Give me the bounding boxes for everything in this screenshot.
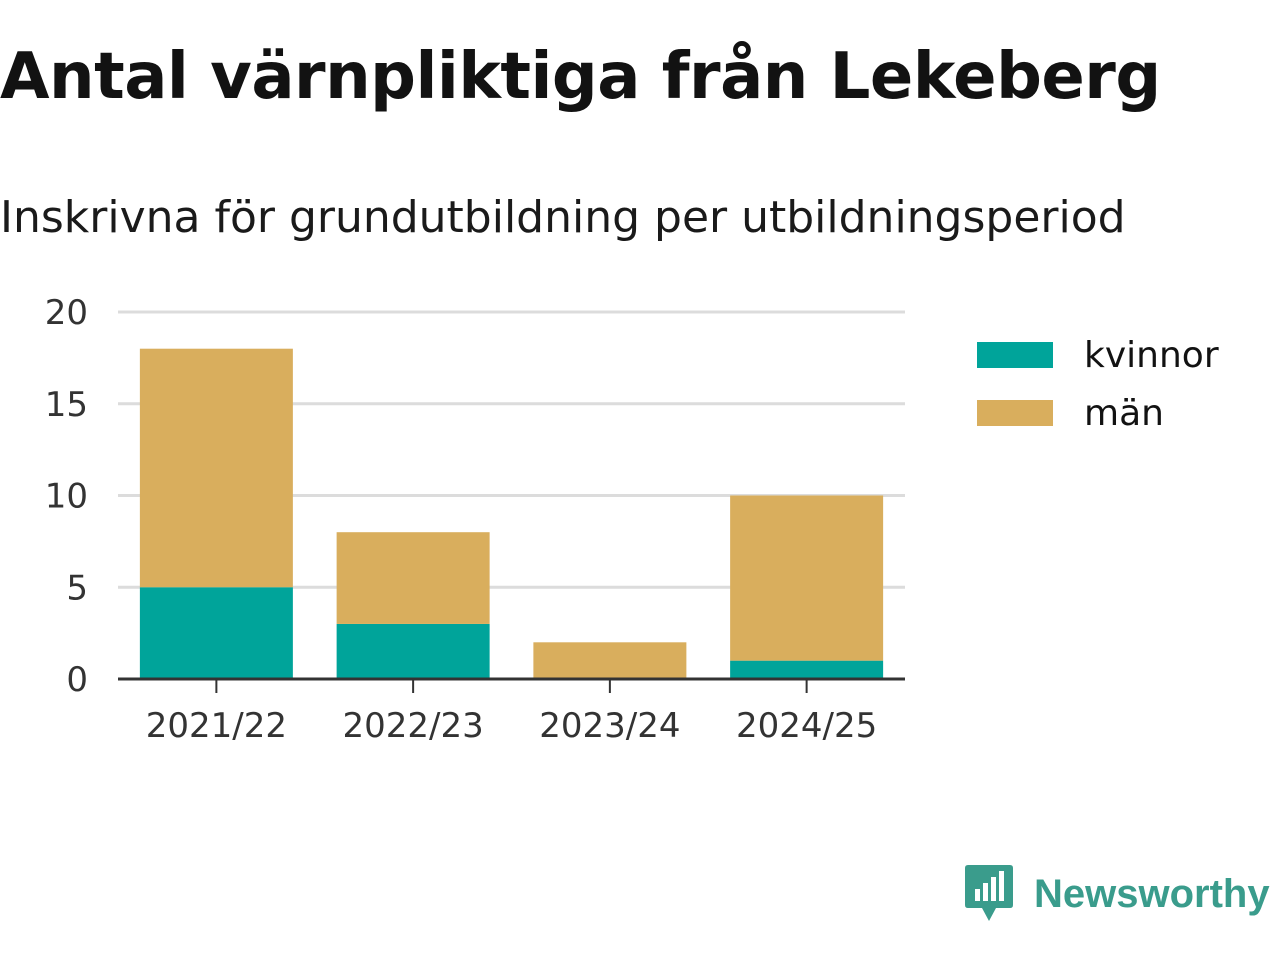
bar-män-2024-25 [730, 495, 884, 661]
x-tick-label: 2022/23 [343, 706, 484, 746]
x-tick-label: 2024/25 [736, 706, 877, 746]
y-axis-ticks: 0 5 10 15 20 [45, 293, 88, 700]
newsworthy-logo-icon [965, 865, 1013, 921]
y-tick-label: 0 [66, 660, 88, 700]
x-tick-label: 2023/24 [539, 706, 680, 746]
legend-label-män: män [1084, 393, 1164, 434]
bars [139, 348, 884, 679]
legend: kvinnor män [977, 335, 1219, 434]
newsworthy-brand: Newsworthy [964, 862, 1270, 926]
y-tick-label: 10 [45, 477, 88, 517]
bar-kvinnor-2024-25 [730, 660, 884, 679]
brand-name: Newsworthy [1034, 871, 1270, 916]
bar-män-2021-22 [139, 348, 293, 588]
y-tick-label: 20 [45, 293, 88, 333]
chart-title: Antal värnpliktiga från Lekeberg [0, 40, 1161, 114]
bar-män-2023-24 [533, 642, 687, 679]
x-tick-label: 2021/22 [146, 706, 287, 746]
legend-swatch-kvinnor [977, 342, 1053, 368]
legend-label-kvinnor: kvinnor [1084, 335, 1219, 376]
bar-män-2022-23 [336, 532, 490, 624]
stacked-bar-chart: 0 5 10 15 20 2021/22 2022/23 2023/24 2024/25 kv… [45, 293, 1219, 746]
y-tick-label: 5 [66, 568, 88, 608]
chart-subtitle: Inskrivna för grundutbildning per utbild… [0, 192, 1126, 243]
y-tick-label: 15 [45, 385, 88, 425]
bar-kvinnor-2021-22 [139, 587, 293, 679]
x-axis: 2021/22 2022/23 2023/24 2024/25 [118, 677, 905, 746]
bar-kvinnor-2022-23 [336, 623, 490, 679]
legend-swatch-män [977, 400, 1053, 426]
